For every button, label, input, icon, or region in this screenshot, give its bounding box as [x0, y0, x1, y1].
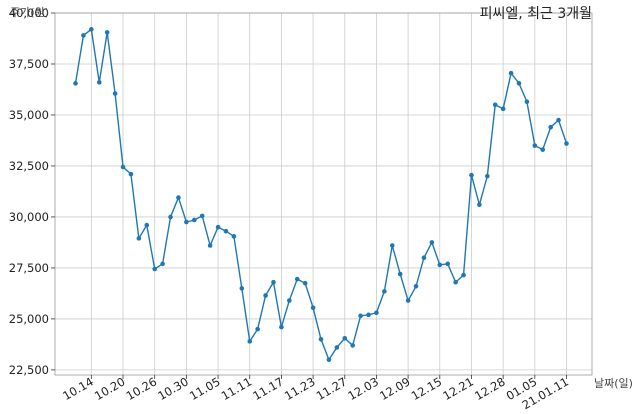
data-point [421, 255, 427, 261]
data-point [215, 224, 221, 230]
x-tick-label: 12.09 [377, 374, 413, 403]
x-axis-label: 날짜(일) [594, 376, 633, 390]
data-point [199, 213, 205, 219]
data-point [469, 172, 474, 178]
data-point [437, 262, 443, 268]
x-tick-label: 10.20 [92, 374, 128, 403]
data-point [160, 261, 165, 267]
data-point [492, 102, 498, 108]
data-point [326, 357, 332, 363]
data-point [500, 106, 506, 112]
data-point [461, 272, 466, 278]
data-point [564, 141, 569, 146]
data-point [287, 298, 292, 303]
data-point [73, 81, 78, 86]
x-axis: 10.1410.2010.2610.3011.0511.1111.1711.23… [60, 374, 571, 412]
data-point [508, 70, 514, 76]
data-point [128, 171, 134, 177]
data-point [144, 222, 150, 228]
y-tick-label: 22,500 [9, 363, 49, 377]
data-point [413, 283, 419, 289]
data-point [223, 228, 229, 234]
data-point [247, 339, 253, 344]
data-point [104, 30, 110, 35]
chart-title: 피씨엘, 최근 3개월 [480, 6, 592, 22]
data-point [168, 214, 173, 220]
x-tick-label: 12.21 [440, 374, 476, 403]
data-point [540, 147, 546, 152]
y-tick-label: 32,500 [9, 159, 49, 173]
y-tick-label: 27,500 [9, 261, 49, 275]
data-point [112, 91, 118, 96]
data-point [397, 271, 403, 277]
x-tick-label: 11.27 [314, 374, 350, 403]
data-point [485, 173, 490, 179]
data-point [89, 27, 94, 32]
x-tick-label: 11.17 [250, 374, 286, 403]
plot-area-frame [54, 12, 593, 376]
grid [55, 12, 592, 375]
x-tick-label: 12.03 [345, 374, 381, 403]
x-tick-label: 10.14 [60, 374, 96, 403]
data-point [389, 243, 395, 248]
data-point [120, 164, 126, 170]
y-tick-label: 37,500 [9, 57, 49, 71]
x-tick-label: 11.11 [219, 374, 255, 403]
x-tick-label: 12.28 [472, 374, 508, 403]
data-point [81, 33, 86, 38]
data-point [334, 345, 340, 350]
data-point [152, 266, 157, 272]
data-point [263, 293, 268, 298]
data-point [477, 202, 482, 208]
x-tick-label: 10.26 [124, 374, 160, 403]
y-axis-label: 주가(원) [10, 6, 49, 19]
y-axis: 22,500 25,000 27,500 30,000 32,500 35,000 37,5… [9, 6, 55, 377]
data-point [556, 117, 561, 123]
data-point [176, 195, 181, 200]
y-tick-label: 40,000 [9, 6, 49, 20]
x-tick-label: 12.15 [409, 374, 445, 403]
data-point [279, 324, 284, 330]
y-tick-label: 30,000 [9, 210, 49, 224]
data-point [405, 298, 411, 303]
data-point [184, 219, 189, 225]
data-point [453, 279, 458, 285]
data-point [271, 279, 276, 285]
data-point [231, 234, 237, 239]
data-point [294, 276, 300, 282]
x-tick-label: 10.30 [155, 374, 191, 403]
data-point [548, 124, 553, 130]
data-point [366, 312, 371, 318]
y-tick-label: 25,000 [9, 312, 49, 326]
data-point [429, 240, 435, 245]
data-point [382, 289, 387, 294]
price-series-points [73, 27, 569, 363]
data-point [96, 80, 102, 85]
data-point [207, 243, 213, 248]
y-tick-label: 35,000 [9, 108, 49, 122]
data-point [136, 236, 142, 241]
x-tick-label: 11.23 [282, 374, 318, 403]
data-point [342, 335, 348, 341]
data-point [318, 337, 324, 342]
data-point [524, 99, 530, 105]
data-point [532, 143, 538, 148]
data-point [191, 217, 197, 223]
data-point [310, 305, 316, 310]
price-series-line [74, 28, 568, 362]
data-point [374, 310, 379, 316]
data-point [350, 343, 355, 348]
data-point [255, 326, 260, 332]
data-point [358, 313, 363, 319]
data-point [302, 280, 308, 286]
data-point [239, 286, 245, 291]
data-point [445, 261, 451, 267]
x-tick-label: 11.05 [187, 374, 223, 403]
data-point [516, 81, 522, 86]
